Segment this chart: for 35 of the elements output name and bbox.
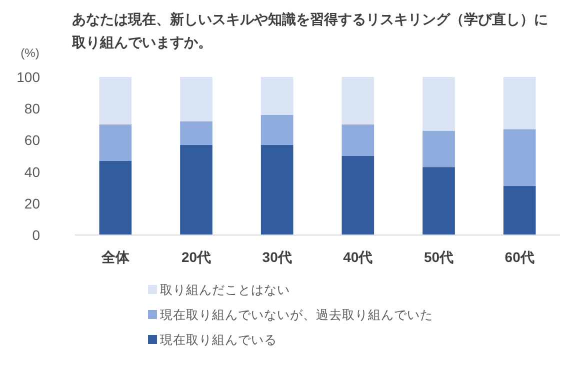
y-tick-label: 20 xyxy=(24,195,40,212)
y-tick-label: 80 xyxy=(24,100,40,117)
bar xyxy=(422,167,455,235)
bar xyxy=(180,77,212,122)
bar xyxy=(99,124,132,161)
x-tick-label: 20代 xyxy=(181,249,212,265)
bar xyxy=(260,77,294,115)
x-tick-label: 30代 xyxy=(262,249,292,265)
legend-label: 現在取り組んでいる xyxy=(160,333,277,347)
x-tick-label: 50代 xyxy=(424,249,454,265)
y-tick-label: 40 xyxy=(24,164,40,180)
legend-label: 取り組んだことはない xyxy=(160,283,290,297)
bar xyxy=(503,129,536,186)
legend-label: 現在取り組んでいないが、過去取り組んでいた xyxy=(160,308,433,322)
bar xyxy=(422,77,455,131)
bar xyxy=(180,121,212,145)
bar xyxy=(260,144,294,235)
bar xyxy=(503,77,536,130)
y-tick-label: 60 xyxy=(24,132,40,148)
y-axis-title: (%) xyxy=(20,46,40,60)
bar xyxy=(342,156,374,235)
y-tick-label: 0 xyxy=(32,227,40,243)
bar xyxy=(342,77,374,124)
bar xyxy=(260,114,294,145)
y-tick-label: 100 xyxy=(16,69,40,85)
x-tick-label: 60代 xyxy=(504,249,534,265)
x-tick-label: 40代 xyxy=(343,249,373,265)
bar xyxy=(99,160,132,235)
bar xyxy=(422,130,455,168)
bar xyxy=(342,124,374,156)
x-tick-label: 全体 xyxy=(100,249,130,265)
chart-title: あなたは現在、新しいスキルや知識を習得するリスキリング（学び直し）に取り組んでいますか。 xyxy=(71,11,548,50)
bar xyxy=(180,144,212,235)
bar xyxy=(503,186,536,235)
bar xyxy=(99,77,132,124)
